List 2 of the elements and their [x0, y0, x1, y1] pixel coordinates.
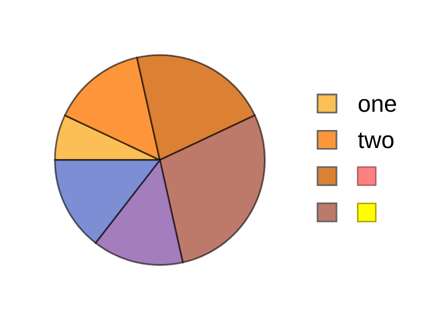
legend-label: two — [358, 132, 394, 148]
legend-label: one — [358, 99, 396, 112]
